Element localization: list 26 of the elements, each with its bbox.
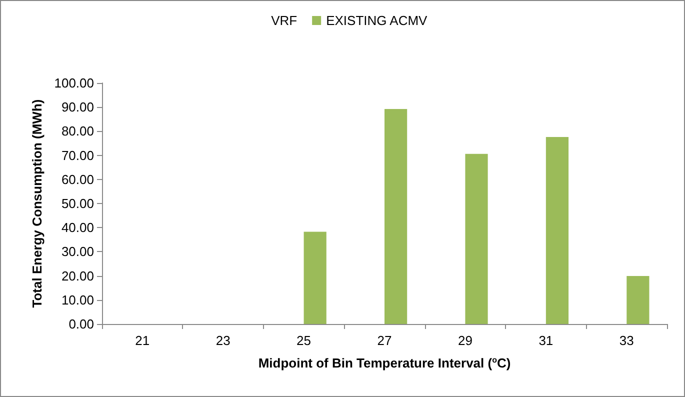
y-tick-label: 30.00 [61, 244, 94, 260]
bar [546, 136, 569, 324]
y-axis-title: Total Energy Consumption (MWh) [29, 99, 44, 308]
y-tick-label: 50.00 [61, 196, 94, 211]
x-tick-label: 27 [377, 333, 392, 348]
y-tick-label: 90.00 [61, 100, 94, 115]
bar [384, 109, 408, 324]
x-tick-label: 29 [458, 333, 472, 348]
x-tick-label: 23 [216, 333, 230, 348]
y-tick-label: 70.00 [61, 148, 94, 163]
x-tick-label: 31 [538, 333, 554, 348]
y-tick-label: 100.00 [54, 76, 94, 90]
bar [304, 232, 326, 324]
x-tick-label: 21 [135, 333, 150, 348]
x-tick-label: 33 [619, 333, 634, 348]
text: VRF [271, 13, 298, 28]
y-tick-label: 20.00 [61, 268, 94, 284]
bar [465, 154, 488, 324]
y-tick-label: 0.00 [68, 316, 94, 332]
y-tick-label: 80.00 [61, 124, 94, 139]
legend-label: EXISTING ACMV [326, 13, 428, 28]
x-tick-label: 25 [296, 333, 312, 348]
y-tick-label: 60.00 [61, 172, 94, 187]
y-tick-label: 10.00 [61, 292, 94, 308]
y-tick-label: 40.00 [61, 220, 94, 236]
bar [626, 276, 650, 324]
